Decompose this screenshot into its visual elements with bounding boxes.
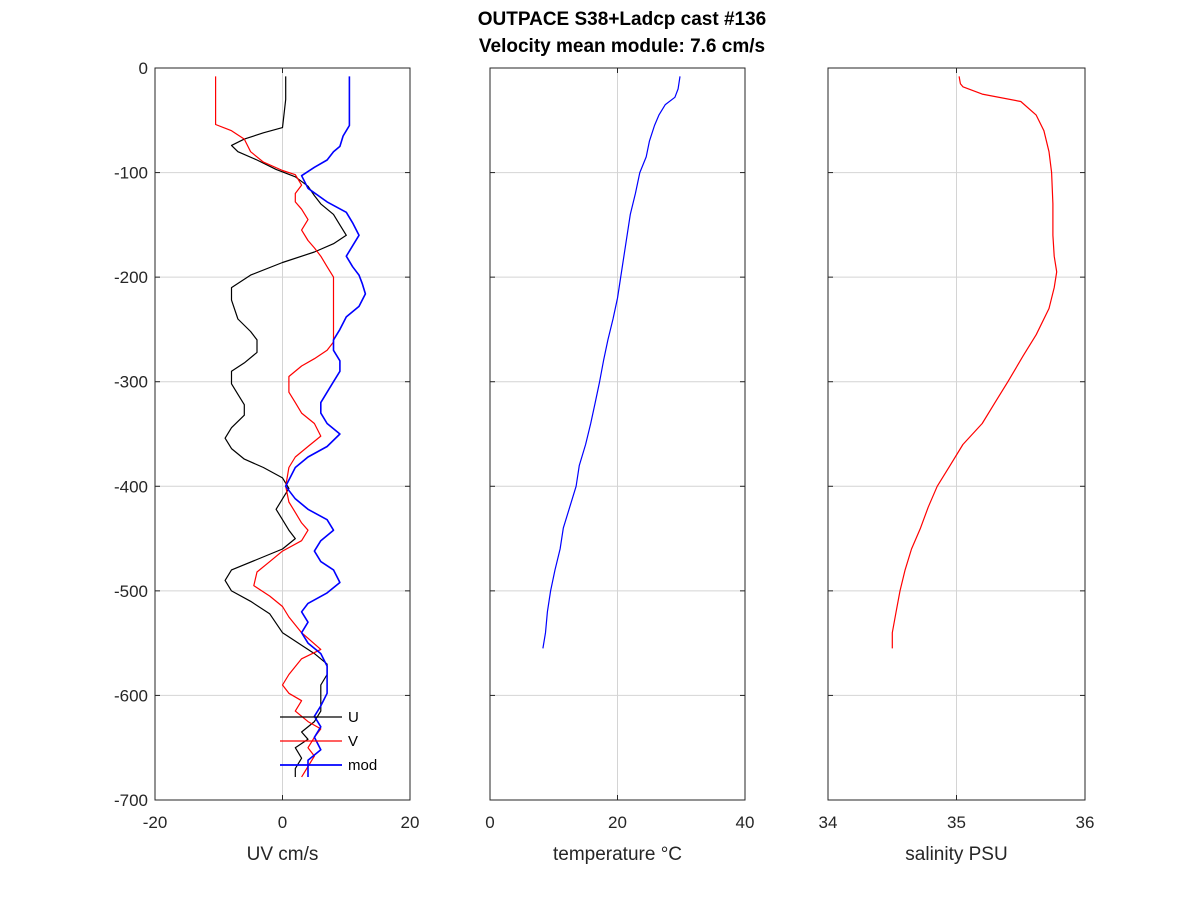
x-tick-label: 0 [485, 813, 494, 832]
y-tick-label: -400 [114, 477, 148, 496]
x-tick-label: -20 [143, 813, 168, 832]
y-tick-label: -200 [114, 268, 148, 287]
x-axis-label: salinity PSU [905, 844, 1007, 865]
series-line-mod [284, 76, 367, 777]
x-axis-label: UV cm/s [247, 844, 319, 865]
x-tick-label: 34 [819, 813, 838, 832]
figure-title-line2: Velocity mean module: 7.6 cm/s [479, 36, 765, 57]
axes-2: 0 20 40 temperature °C [485, 67, 755, 865]
x-axis-label: temperature °C [553, 844, 682, 865]
figure-title-line1: OUTPACE S38+Ladcp cast #136 [478, 9, 766, 30]
x-tick-label: 40 [736, 813, 755, 832]
y-tick-label: 0 [139, 59, 148, 78]
legend-label-u: U [348, 709, 359, 726]
y-tick-label: -300 [114, 373, 148, 392]
y-tick-label: -600 [114, 686, 148, 705]
x-tick-label: 0 [278, 813, 287, 832]
series-line-panel3 [891, 76, 1058, 649]
y-tick-label: -700 [114, 791, 148, 810]
series-line-panel2 [542, 76, 681, 649]
y-tick-label: -100 [114, 164, 148, 183]
y-tick-label: -500 [114, 582, 148, 601]
legend-label-v: V [348, 733, 358, 750]
axes-3: 34 35 36 salinity PSU [819, 67, 1095, 865]
x-tick-label: 20 [401, 813, 420, 832]
x-tick-label: 20 [608, 813, 627, 832]
x-tick-label: 36 [1076, 813, 1095, 832]
series-line-v [215, 76, 335, 778]
series-line-u [224, 76, 347, 777]
legend-label-mod: mod [348, 757, 377, 774]
x-tick-label: 35 [947, 813, 966, 832]
